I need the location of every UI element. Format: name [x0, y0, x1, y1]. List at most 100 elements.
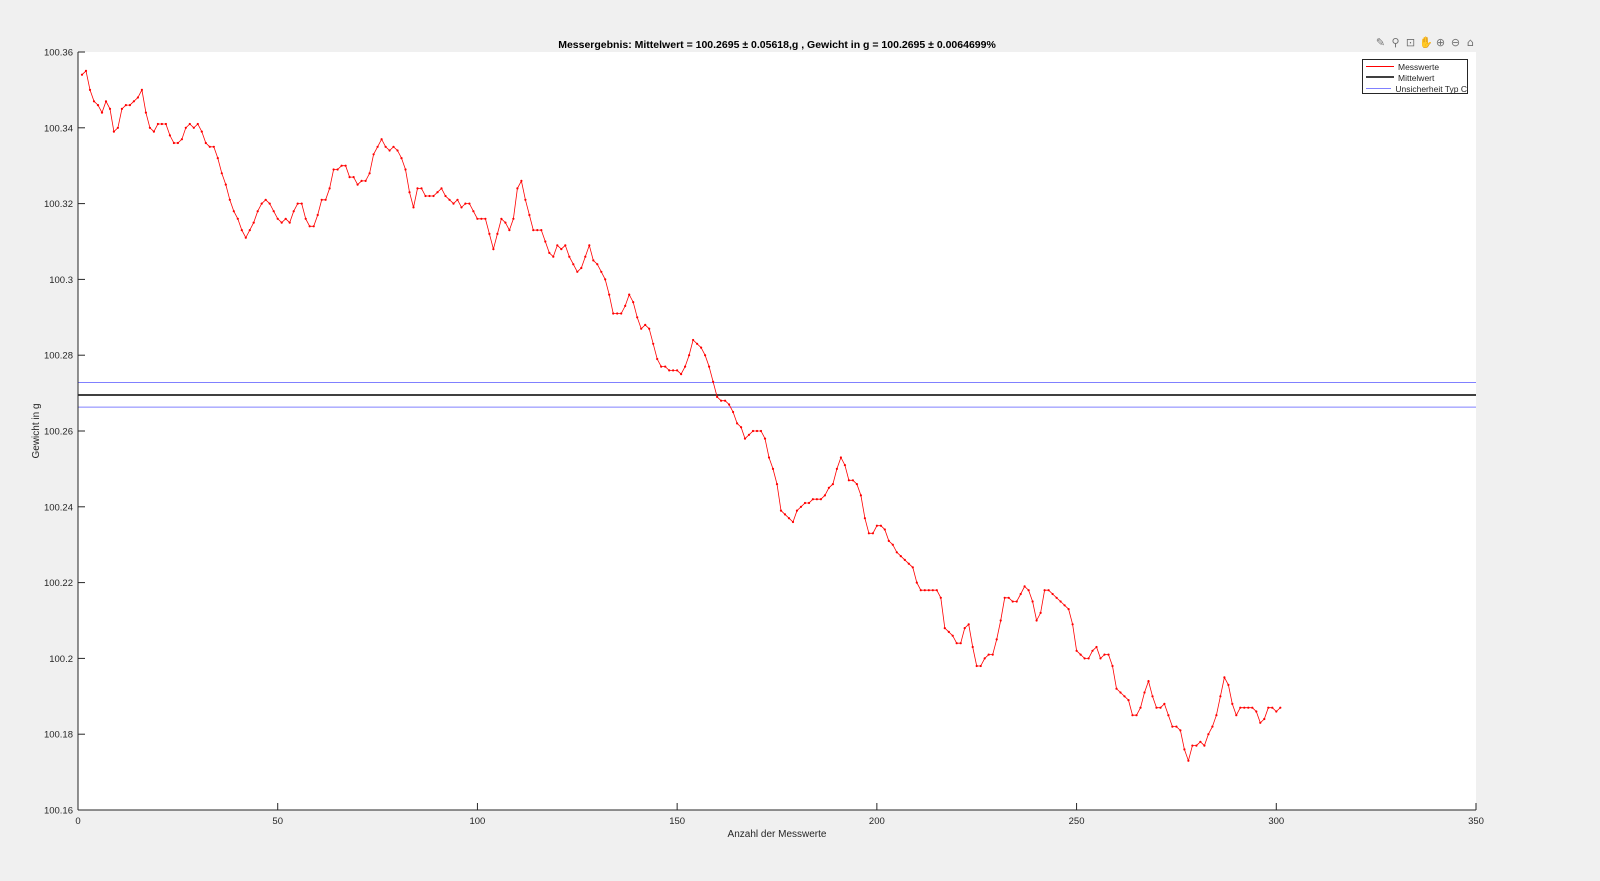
legend-item-messwerte: Messwerte	[1363, 61, 1467, 72]
measurement-point	[1055, 596, 1058, 599]
measurement-point	[432, 194, 435, 198]
chart-title: Messergebnis: Mittelwert = 100.2695 ± 0.…	[558, 39, 996, 51]
measurement-point	[580, 266, 583, 270]
measurement-point	[724, 399, 727, 402]
measurement-point	[144, 111, 147, 114]
measurement-point	[152, 130, 155, 133]
measurement-point	[448, 198, 451, 201]
measurement-point	[104, 100, 108, 103]
measurement-point	[831, 483, 835, 486]
measurement-point	[979, 664, 982, 668]
measurement-point	[516, 187, 519, 190]
measurement-point	[1023, 585, 1026, 588]
measurement-point	[208, 145, 211, 148]
zoom-out-icon[interactable]: ⊖	[1450, 36, 1461, 49]
measurement-point	[859, 494, 863, 497]
measurement-point	[775, 483, 779, 486]
measurement-point	[927, 589, 930, 592]
measurement-point	[1067, 608, 1070, 611]
measurement-point	[176, 141, 179, 145]
measurement-point	[983, 657, 986, 660]
zoom-in-icon[interactable]: ⊕	[1435, 36, 1446, 49]
measurement-point	[180, 138, 183, 141]
measurement-point	[1139, 706, 1142, 709]
measurement-point	[1171, 725, 1174, 728]
measurement-point	[987, 653, 990, 656]
measurement-point	[1251, 706, 1254, 709]
measurement-point	[436, 191, 439, 194]
measurement-point	[799, 505, 803, 508]
measurement-point	[1099, 657, 1102, 660]
measurement-point	[280, 221, 283, 224]
measurement-point	[260, 202, 263, 205]
measurement-point	[292, 210, 295, 213]
legend-label: Messwerte	[1398, 61, 1440, 72]
measurement-point	[1191, 744, 1194, 747]
measurement-point	[348, 176, 351, 179]
measurement-point	[344, 164, 347, 167]
measurement-point	[1019, 592, 1022, 596]
measurement-point	[324, 198, 327, 201]
measurement-point	[672, 369, 675, 372]
measurement-point	[272, 210, 275, 213]
measurement-point	[548, 251, 551, 254]
measurement-point	[779, 509, 783, 512]
measurement-point	[588, 244, 591, 247]
measurement-point	[907, 562, 910, 565]
measurement-point	[680, 373, 683, 376]
measurement-point	[684, 365, 687, 368]
measurement-point	[560, 248, 563, 251]
legend[interactable]: Messwerte Mittelwert Unsicherheit Typ C	[1362, 59, 1468, 94]
y-tick-label: 100.2	[49, 654, 73, 665]
measurement-point	[1039, 611, 1042, 615]
measurement-point	[995, 638, 998, 641]
y-tick-label: 100.26	[44, 427, 73, 438]
brush-icon[interactable]: ✎	[1375, 36, 1386, 49]
measurement-point	[476, 217, 479, 220]
measurement-point	[100, 111, 104, 114]
x-tick-label: 200	[869, 816, 885, 827]
measurement-point	[532, 229, 535, 232]
measurement-point	[368, 172, 371, 175]
measurement-point	[424, 194, 427, 198]
measurement-point	[164, 122, 167, 126]
measurement-point	[728, 403, 731, 406]
legend-item-unsicherheit: Unsicherheit Typ C	[1363, 83, 1467, 94]
measurement-point	[204, 141, 207, 145]
measurement-point	[492, 248, 495, 251]
measurement-point	[568, 255, 571, 258]
measurement-point	[576, 270, 579, 273]
measurement-point	[96, 104, 100, 107]
measurement-point	[640, 327, 643, 330]
measurement-point	[460, 206, 463, 209]
home-icon[interactable]: ⌂	[1467, 36, 1474, 49]
measurement-point	[759, 429, 763, 433]
measurement-point	[228, 198, 231, 201]
measurement-point	[1079, 653, 1082, 656]
pan-hand-icon[interactable]: ✋	[1419, 36, 1433, 49]
measurement-point	[524, 198, 527, 201]
measurement-point	[947, 630, 950, 634]
measurement-point	[1107, 653, 1110, 656]
measurement-point	[1227, 683, 1230, 687]
measurement-point	[783, 513, 787, 516]
measurement-point	[160, 122, 163, 126]
measurement-point	[412, 206, 415, 209]
measurement-point	[740, 426, 743, 429]
measurement-point	[596, 263, 599, 266]
x-tick-label: 50	[272, 816, 283, 827]
measurement-point	[692, 338, 695, 342]
measurement-point	[332, 168, 335, 171]
measurement-point	[1223, 676, 1226, 679]
measurement-point	[296, 202, 299, 205]
data-tip-icon[interactable]: ⚲	[1391, 36, 1400, 49]
x-tick-label: 100	[469, 816, 485, 827]
measurement-point	[1071, 623, 1074, 626]
measurement-point	[807, 501, 811, 505]
export-icon[interactable]: ⊡	[1405, 36, 1416, 49]
measurement-point	[771, 467, 775, 470]
measurement-point	[791, 520, 795, 524]
measurement-point	[1279, 706, 1282, 709]
measurement-point	[472, 210, 475, 213]
